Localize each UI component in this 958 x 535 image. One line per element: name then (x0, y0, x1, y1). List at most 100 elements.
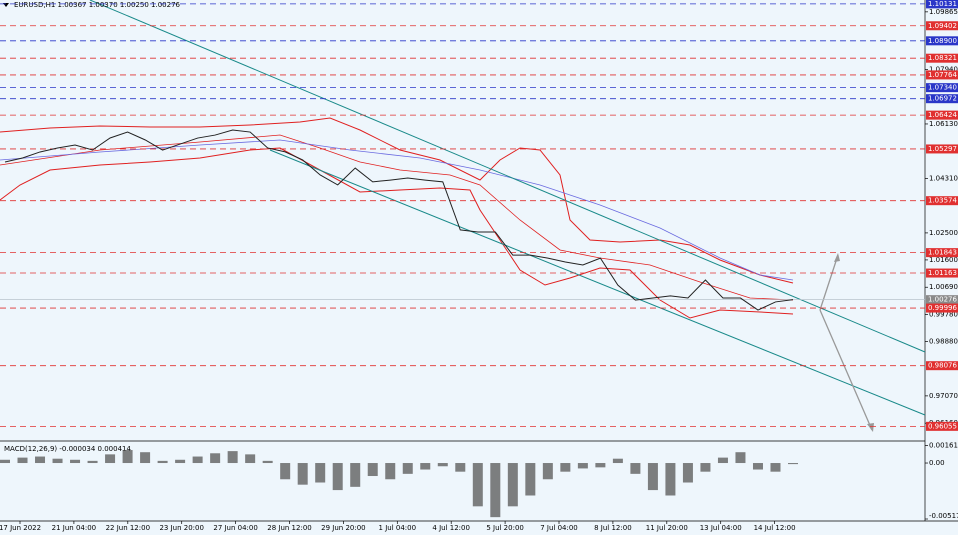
level-tag-box (926, 196, 958, 206)
level-tag: 1.05297 (926, 144, 958, 154)
level-tag-label: 1.09402 (928, 22, 957, 30)
x-tick-label: 11 Jul 20:00 (646, 524, 688, 532)
level-tag-label: 1.08900 (928, 37, 957, 45)
macd-tick-label: -0.005171 (929, 512, 958, 520)
level-tag: 1.10131 (926, 0, 958, 9)
channel-lower (269, 149, 926, 416)
level-tag: 1.00276 (926, 295, 958, 305)
macd-bar (262, 460, 273, 464)
y-tick-label: 1.09865 (929, 8, 958, 16)
y-tick-label: 1.07940 (929, 66, 958, 74)
level-tag-box (926, 110, 958, 120)
level-tag-label: 1.01163 (928, 269, 957, 277)
macd-bar (52, 458, 63, 464)
y-tick-label: 1.02500 (929, 229, 958, 237)
x-tick-label: 5 Jul 20:00 (486, 524, 524, 532)
level-tag-label: 1.01843 (928, 249, 957, 257)
level-tag: 1.01163 (926, 268, 958, 278)
macd-bar (612, 458, 623, 464)
x-tick-label: 4 Jul 12:00 (432, 524, 470, 532)
level-tag-box (926, 94, 958, 104)
macd-bar (525, 463, 536, 496)
level-tag-label: 1.00276 (928, 296, 957, 304)
x-tick-label: 22 Jun 12:00 (106, 524, 150, 532)
level-tag-label: 1.10131 (928, 0, 957, 8)
level-tag-label: 0.96055 (928, 422, 957, 430)
y-tick-label: 0.99780 (929, 311, 958, 319)
macd-bar (420, 463, 431, 470)
level-tag: 1.08321 (926, 53, 958, 63)
macd-bar (350, 463, 361, 487)
x-tick-label: 27 Jun 04:00 (213, 524, 257, 532)
level-tag: 1.08900 (926, 36, 958, 46)
bollinger-upper (0, 117, 794, 284)
macd-bar (560, 463, 571, 472)
level-tag-box (926, 70, 958, 80)
level-tag-label: 1.07340 (928, 84, 957, 92)
macd-bar (788, 463, 798, 465)
level-tag-box (926, 421, 958, 431)
level-tag-label: 1.06424 (928, 111, 957, 119)
macd-bar (122, 450, 133, 464)
x-tick-label: 14 Jul 12:00 (754, 524, 796, 532)
macd-bar (367, 463, 378, 477)
level-tag: 0.99996 (926, 303, 958, 313)
macd-bar (245, 454, 256, 464)
macd-bar (385, 463, 396, 480)
macd-bar (577, 463, 588, 469)
level-tag: 1.07340 (926, 83, 958, 93)
macd-bar (455, 463, 466, 472)
macd-bar (665, 463, 676, 496)
macd-bar (315, 463, 326, 483)
macd-tick-label: 0.00 (929, 459, 945, 467)
macd-bar (647, 463, 658, 491)
macd-bar (630, 463, 641, 474)
macd-bar (227, 451, 238, 464)
macd-bar (332, 463, 343, 491)
price-line (4, 129, 794, 311)
y-tick-label: 1.00690 (929, 283, 958, 291)
arrow-head (867, 423, 874, 432)
macd-bar (140, 452, 151, 464)
macd-bar (752, 463, 763, 470)
macd-bar (542, 463, 553, 480)
macd-label: MACD(12,26,9) -0.000034 0.000414 (4, 445, 131, 453)
macd-tick-label: 0.00161 (929, 442, 958, 450)
arrow-head (834, 253, 840, 262)
level-tag: 1.07764 (926, 70, 958, 80)
level-tag-box (926, 361, 958, 371)
x-tick-label: 1 Jul 04:00 (379, 524, 417, 532)
level-tag: 1.06424 (926, 110, 958, 120)
level-tag: 1.01843 (926, 248, 958, 258)
level-tag-box (926, 0, 958, 9)
macd-bar (280, 463, 291, 480)
y-tick-label: 0.97070 (929, 392, 958, 400)
level-tag: 0.98076 (926, 361, 958, 371)
indicators (0, 0, 926, 432)
level-tag-label: 1.06972 (928, 95, 957, 103)
macd-bar (490, 463, 501, 518)
x-tick-label: 13 Jul 04:00 (700, 524, 742, 532)
level-tag-box (926, 295, 958, 305)
y-tick-label: 1.06130 (929, 120, 958, 128)
macd-bar (70, 459, 81, 464)
level-tag: 0.96055 (926, 421, 958, 431)
x-tick-label: 21 Jun 04:00 (52, 524, 96, 532)
y-tick-label: 1.04310 (929, 175, 958, 183)
level-tag-label: 1.03574 (928, 197, 957, 205)
macd-bar (735, 452, 746, 464)
level-tag-label: 1.07764 (928, 71, 957, 79)
macd-bar (297, 463, 308, 485)
macd-bar (595, 463, 606, 468)
level-tag-box (926, 21, 958, 31)
macd-bar (717, 457, 728, 464)
macd-bar (770, 463, 781, 472)
level-tag-box (926, 268, 958, 278)
level-tag-box (926, 83, 958, 93)
level-tag-label: 1.05297 (928, 145, 957, 153)
macd-bar (35, 456, 46, 464)
level-tag-label: 1.08321 (928, 54, 957, 62)
level-tag: 1.03574 (926, 196, 958, 206)
